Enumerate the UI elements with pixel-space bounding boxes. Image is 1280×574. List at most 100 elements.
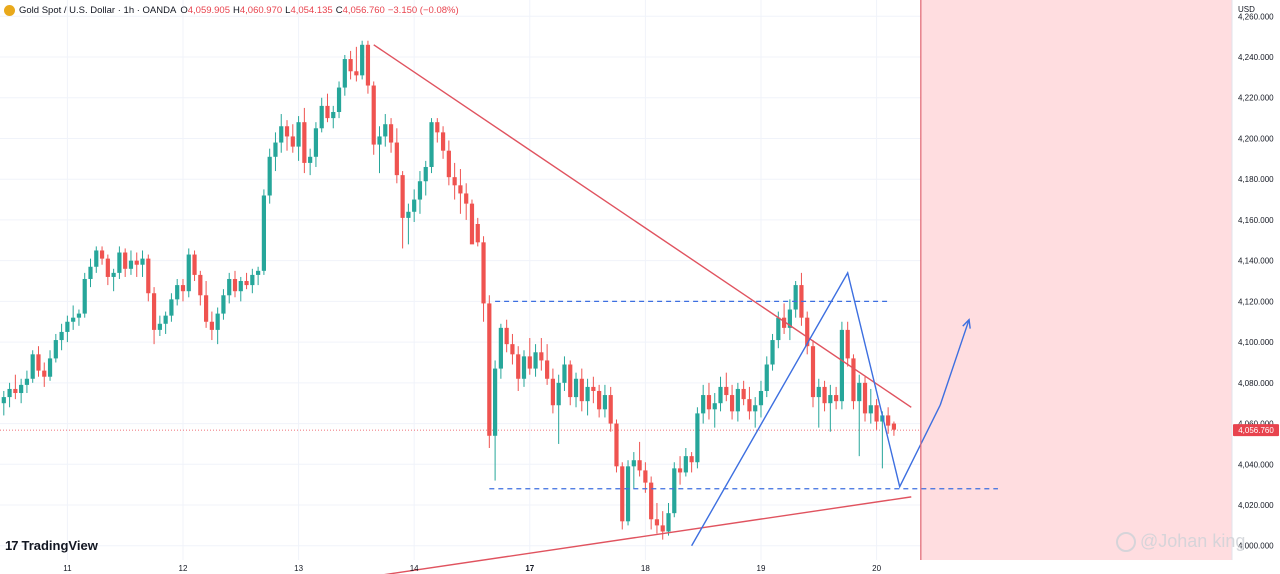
candle-up [111,272,116,277]
candle-down [365,44,371,86]
candle-up [215,313,220,330]
candle-up [735,388,740,412]
candle-down [435,122,440,133]
author-watermark: @Johan king [1116,531,1245,552]
price-tick-label: 4,220.000 [1238,94,1274,103]
candle-up [625,466,631,522]
candle-up [423,166,428,182]
weibo-icon [1116,531,1136,552]
candle-down [204,295,209,322]
time-tick-label: 13 [294,564,303,573]
candle-down [620,466,625,522]
candle-up [718,386,723,404]
candle-up [336,87,342,112]
candle-down [545,360,550,379]
candle-up [82,278,87,314]
candle-up [764,364,769,391]
candles [1,40,897,540]
future-shaded-region [920,0,1232,560]
symbol-title[interactable]: Gold Spot / U.S. Dollar · 1h · OANDA [19,4,177,16]
candle-down [134,260,139,265]
candle-down [539,352,544,361]
candle-up [19,384,24,394]
candle-up [53,340,58,359]
time-tick-label: 14 [410,564,419,573]
candle-up [383,124,388,137]
time-tick-label: 20 [872,564,881,573]
resistance-trendline [373,44,912,408]
price-axis[interactable]: 4,260.000 4,240.000 4,220.000 4,200.000 4,18… [1233,12,1279,551]
tradingview-logo-text: TradingView [21,538,98,553]
candle-down [527,356,532,369]
candle-up [839,329,844,402]
trend-drawings [373,44,998,574]
candle-up [71,317,76,322]
candle-up [47,358,53,377]
candle-up [776,317,781,341]
candle-down [579,378,584,402]
candle-up [157,323,162,330]
candle-up [429,122,434,167]
last-price-tag [1233,424,1279,437]
axis-unit-label: USD [1238,5,1255,14]
candle-up [701,395,706,414]
candle-down [886,415,891,426]
price-tick-label: 4,240.000 [1238,53,1274,62]
candle-down [475,224,480,243]
price-tick-label: 4,100.000 [1238,338,1274,347]
candle-up [342,59,347,88]
candle-down [452,177,457,186]
candle-up [279,126,284,143]
candle-up [296,122,301,147]
candle-up [787,309,792,328]
candle-down [747,399,752,412]
time-tick-label: 18 [641,564,650,573]
candle-down [608,395,613,424]
candle-up [521,356,527,379]
candle-up [30,354,35,379]
candle-down [354,71,359,76]
candle-up [666,513,671,532]
candle-up [753,405,758,412]
candle-down [388,124,394,143]
candle-up [417,181,423,200]
candle-up [186,254,191,292]
candle-down [689,456,694,463]
candle-up [24,378,30,385]
candle-up [857,382,862,402]
candle-up [308,156,313,163]
time-axis[interactable]: 11 12 13 14 17 18 19 20 [63,564,881,573]
candle-down [325,105,330,119]
candle-up [406,211,411,218]
support-trendline [384,496,912,574]
candle-down [637,460,642,471]
candle-up [331,112,336,119]
time-tick-label: 17 [525,564,534,573]
candle-up [1,397,6,404]
tradingview-logo[interactable]: 17 TradingView [5,538,98,553]
projection-arrow-line [939,319,970,406]
candle-up [140,258,145,265]
arrow-head-icon [962,318,971,329]
candle-down [805,317,810,347]
candle-down [440,132,446,151]
candle-up [163,315,168,324]
candle-up [313,128,319,157]
candle-down [400,175,405,218]
candle-down [198,274,203,296]
candle-up [498,327,503,369]
candle-down [591,386,596,391]
candle-up [828,395,833,404]
candle-down [446,150,451,178]
candle-up [556,382,561,406]
candle-down [851,358,856,402]
candle-up [65,321,70,332]
candle-up [412,199,417,212]
candle-down [481,242,486,304]
candle-down [464,193,469,204]
candle-down [677,468,683,473]
candle-down [394,142,399,176]
candle-down [458,185,463,194]
candle-up [793,285,798,310]
